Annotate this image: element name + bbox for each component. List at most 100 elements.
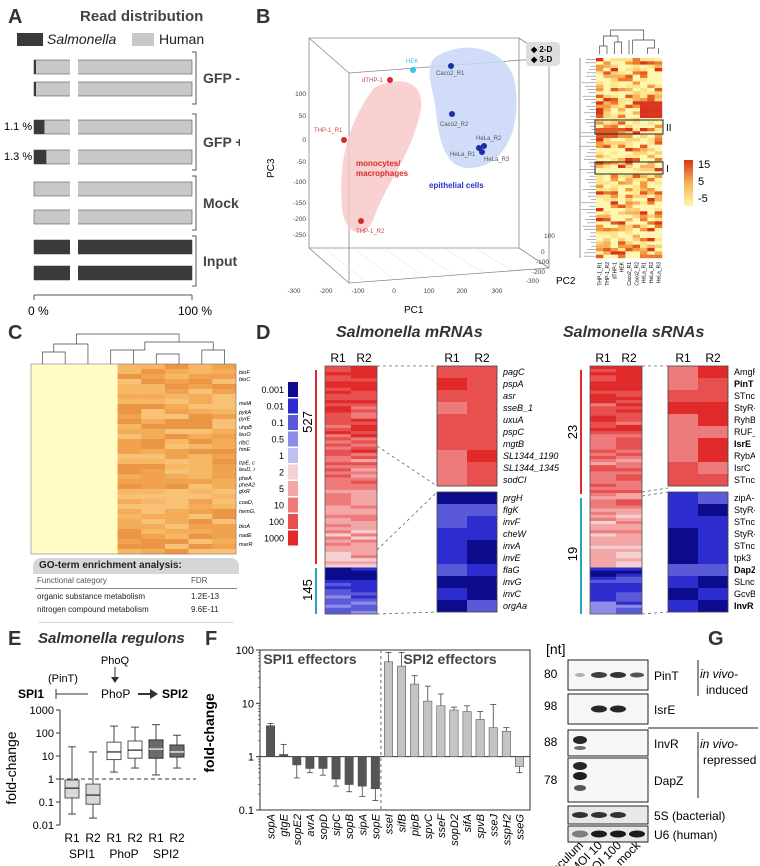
- point-label: Caco2_R2: [440, 122, 469, 128]
- replicate-label: R1: [330, 351, 346, 365]
- gene-label: rfbC: [239, 441, 249, 447]
- heatmap-low-block: [31, 364, 118, 554]
- blot-strip: [567, 825, 649, 843]
- gene-label: StyR-55: [734, 529, 755, 539]
- gene-label: pspA: [502, 379, 524, 389]
- gene-label: mgtB: [503, 439, 524, 449]
- blot-band: [572, 812, 588, 818]
- y-tick: 10: [42, 751, 54, 763]
- go-row-fdr: 9.6E-11: [191, 605, 219, 614]
- blot-band: [574, 746, 586, 750]
- box: [169, 744, 185, 758]
- scale-swatch: [288, 448, 298, 463]
- gene-label: pheA: [238, 476, 252, 482]
- gene-label: pagC: [502, 367, 525, 377]
- gene-label: invC: [503, 589, 522, 599]
- panel-a-title: Read distribution: [80, 8, 204, 25]
- axis-break: [70, 58, 78, 76]
- size-label: 98: [544, 699, 558, 713]
- panel-d-label: D: [256, 322, 271, 344]
- effector-bar: [292, 756, 302, 766]
- gene-label: pykA: [238, 410, 252, 416]
- y-tick: -100: [293, 179, 306, 186]
- gene-label: coaD, murI, leuD2: [239, 500, 255, 506]
- spi1-label: SPI1: [18, 687, 44, 701]
- gene-label: SL1344_1345: [503, 463, 560, 473]
- z-tick: -300: [526, 278, 539, 285]
- box: [85, 783, 101, 805]
- gene-label: spvB: [475, 814, 487, 838]
- gene-label: PinT: [734, 379, 754, 389]
- effector-bar: [331, 756, 341, 780]
- group-label: SPI2: [153, 847, 179, 861]
- cluster-mono-label-2: macrophages: [356, 169, 409, 178]
- heatmap-col-label: THP-1_R2: [605, 262, 611, 286]
- phop-label: PhoP: [101, 687, 130, 701]
- legend-2d: ◆ 2-D: [530, 45, 552, 54]
- group-bracket: [192, 51, 197, 105]
- blot-strip: [567, 693, 649, 725]
- x-tick: -200: [319, 288, 332, 295]
- y-tick: 100: [236, 645, 254, 657]
- gene-label: sseJ: [488, 814, 500, 837]
- gene-label: leuD, rheR: [239, 467, 255, 473]
- unit-label: [nt]: [546, 641, 565, 657]
- gene-label: leuO: [239, 432, 251, 438]
- gene-label: RybA: [734, 451, 755, 461]
- axis-pc2: PC2: [556, 276, 576, 287]
- cluster-box: [594, 119, 664, 135]
- heatmap-col-label: HeLa_R3: [656, 262, 662, 283]
- effector-bar: [462, 711, 472, 757]
- replicate-label: R1: [675, 351, 691, 365]
- gene-label: pspC: [502, 427, 525, 437]
- go-header-fdr: FDR: [191, 576, 208, 585]
- gene-label: invE: [503, 553, 522, 563]
- rep-label: R1: [148, 831, 164, 845]
- band-label: 5S (bacterial): [654, 809, 725, 823]
- column-dendrogram: [599, 29, 659, 54]
- x-tick: -100: [351, 288, 364, 295]
- effector-bar: [436, 705, 446, 757]
- z-tick: -200: [532, 269, 545, 276]
- read-bar-human: [33, 209, 193, 225]
- legend-human-swatch: [132, 33, 154, 46]
- y-tick: 100: [36, 728, 54, 740]
- axis-break: [70, 238, 78, 256]
- scale-label: 1: [279, 451, 284, 461]
- panel-f-chart: 100 10 1 0.1 fold-change SPI1 effectors SPI2 e…: [201, 645, 531, 846]
- point-label: HeLa_R1: [450, 152, 476, 158]
- replicate-label: R2: [621, 351, 637, 365]
- replicate-label: R2: [705, 351, 721, 365]
- mrna-title: Salmonella mRNAs: [336, 324, 483, 341]
- rep-label: R2: [169, 831, 185, 845]
- point-label: HeLa_R3: [484, 157, 510, 163]
- y-tick: 0.1: [239, 805, 254, 817]
- gene-label: asr: [503, 391, 517, 401]
- size-label: 78: [544, 773, 558, 787]
- scale-swatch: [288, 398, 298, 414]
- box: [106, 741, 122, 761]
- panel-b-pca: HEK Caco2_R1 dTHP-1 THP-1_R1 Caco2_R2 He…: [266, 37, 576, 316]
- gene-label: sopD: [318, 814, 330, 840]
- cluster-box: [594, 161, 664, 175]
- gene-label: sopE: [370, 813, 382, 839]
- x-tick: 300: [492, 288, 503, 295]
- point-label: HeLa_R2: [476, 136, 502, 142]
- blot-band: [591, 705, 607, 713]
- group-label: Input: [203, 253, 238, 269]
- y-tick: 50: [299, 113, 307, 120]
- scale-label: 100: [269, 517, 284, 527]
- gene-label: STnc510: [734, 391, 755, 401]
- y-axis-label: fold-change: [3, 731, 19, 804]
- replicate-label: R2: [356, 351, 372, 365]
- legend-human-label: Human: [159, 31, 205, 47]
- axis-break: [70, 208, 78, 226]
- x-tick: 100: [424, 288, 435, 295]
- group-label: GFP +: [203, 134, 240, 150]
- scale-label: 0.01: [266, 402, 284, 412]
- group-bracket: [192, 235, 197, 287]
- scale-label: 5: [279, 484, 284, 494]
- cluster-mono-label: monocytes/: [356, 159, 401, 168]
- y-axis-label: fold-change: [201, 693, 217, 773]
- scale-label: 0.5: [271, 435, 284, 445]
